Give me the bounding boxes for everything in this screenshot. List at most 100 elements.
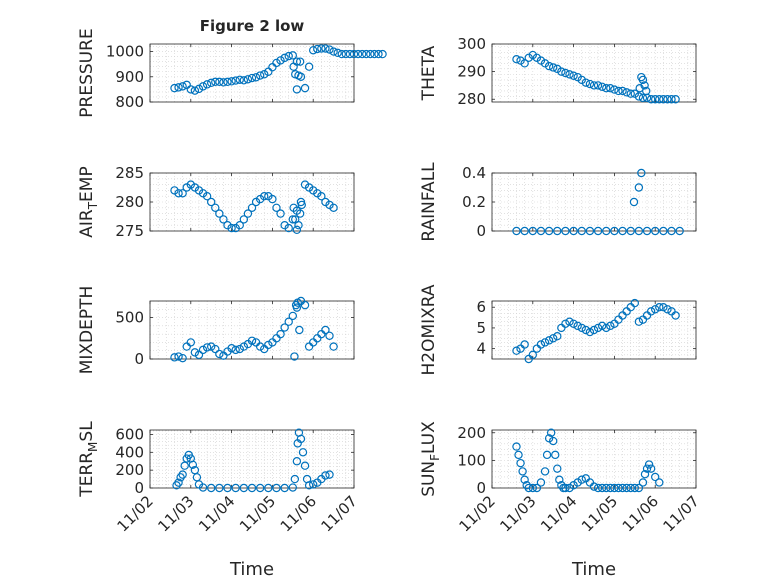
axes-box xyxy=(149,43,355,103)
data-point xyxy=(295,325,304,335)
data-point xyxy=(536,478,546,487)
data-point xyxy=(622,88,631,97)
data-point xyxy=(313,44,322,54)
data-point xyxy=(671,95,680,104)
data-point xyxy=(239,215,249,224)
data-point xyxy=(634,317,644,326)
data-point xyxy=(618,86,627,96)
data-point xyxy=(239,76,249,85)
data-point xyxy=(178,189,187,198)
data-point xyxy=(540,338,550,347)
data-point xyxy=(304,62,314,71)
data-point xyxy=(198,82,208,91)
y-tick-label: 280 xyxy=(115,193,144,211)
y-tick-label: 200 xyxy=(115,461,144,479)
y-tick-label: 300 xyxy=(457,35,486,53)
data-point xyxy=(357,49,367,59)
data-point xyxy=(321,471,330,480)
data-point xyxy=(333,48,342,58)
data-point xyxy=(561,226,570,236)
data-point xyxy=(626,226,635,236)
data-point xyxy=(194,84,204,94)
data-point xyxy=(610,85,619,94)
data-point xyxy=(255,342,265,351)
data-point xyxy=(577,475,586,484)
data-point xyxy=(569,71,578,80)
data-point xyxy=(659,95,668,104)
data-point xyxy=(289,62,298,71)
axes-box xyxy=(149,300,355,360)
data-point xyxy=(174,83,183,92)
data-point xyxy=(622,483,631,493)
data-point xyxy=(528,483,538,493)
data-point xyxy=(565,70,574,79)
data-point xyxy=(194,350,204,360)
data-point xyxy=(215,77,224,87)
y-tick-label: 600 xyxy=(115,425,144,443)
data-point xyxy=(297,200,306,210)
data-point xyxy=(610,226,619,236)
subplot-3: 275 280 285 AIRTEMP xyxy=(77,164,355,240)
data-point xyxy=(646,95,656,104)
data-point xyxy=(202,80,212,89)
data-point xyxy=(284,51,293,61)
data-point xyxy=(646,464,656,473)
data-point xyxy=(362,49,371,59)
data-point xyxy=(290,474,300,484)
data-point xyxy=(549,436,558,446)
data-point xyxy=(293,298,302,307)
data-point xyxy=(295,209,305,218)
data-point xyxy=(629,197,639,207)
data-point xyxy=(353,49,363,59)
data-point xyxy=(642,464,652,473)
data-point xyxy=(528,350,538,360)
data-point xyxy=(618,226,627,236)
data-point xyxy=(292,85,302,94)
data-point xyxy=(276,209,285,218)
data-point xyxy=(227,223,236,233)
data-point xyxy=(255,71,265,80)
data-point xyxy=(671,311,680,320)
data-point xyxy=(176,473,185,482)
y-tick-label: 0.2 xyxy=(462,193,486,211)
data-point xyxy=(272,203,281,212)
data-point xyxy=(540,467,550,476)
data-point xyxy=(651,95,660,104)
y-axis-label: THETA xyxy=(419,45,439,101)
data-point xyxy=(569,226,578,236)
data-point xyxy=(215,209,224,218)
data-point xyxy=(296,434,306,444)
data-point xyxy=(549,334,558,343)
data-point xyxy=(329,47,338,56)
data-point xyxy=(516,458,525,468)
figure-title: Figure 2 low xyxy=(200,17,305,35)
data-point xyxy=(178,82,187,91)
data-point xyxy=(300,83,310,93)
data-point xyxy=(597,483,607,493)
data-point xyxy=(178,470,187,479)
y-axis-label: AIRTEMP xyxy=(77,166,100,237)
data-point xyxy=(186,85,195,94)
data-point xyxy=(630,483,640,493)
data-point xyxy=(637,168,646,178)
data-point xyxy=(593,81,603,90)
y-axis-label: H2OMIXRA xyxy=(419,284,439,375)
data-point xyxy=(300,300,310,310)
data-point xyxy=(638,478,648,487)
data-point xyxy=(206,342,216,351)
data-point xyxy=(602,226,611,236)
data-point xyxy=(231,483,240,493)
y-tick-label: 200 xyxy=(457,424,486,442)
data-point xyxy=(341,49,351,59)
data-point xyxy=(573,321,582,331)
data-point xyxy=(309,480,318,489)
data-point xyxy=(329,342,338,351)
data-point xyxy=(317,191,326,201)
data-point xyxy=(638,75,648,85)
data-point xyxy=(557,67,566,76)
data-point xyxy=(170,83,179,93)
y-tick-label: 285 xyxy=(115,164,144,182)
data-point xyxy=(542,450,552,460)
data-point xyxy=(634,226,644,236)
